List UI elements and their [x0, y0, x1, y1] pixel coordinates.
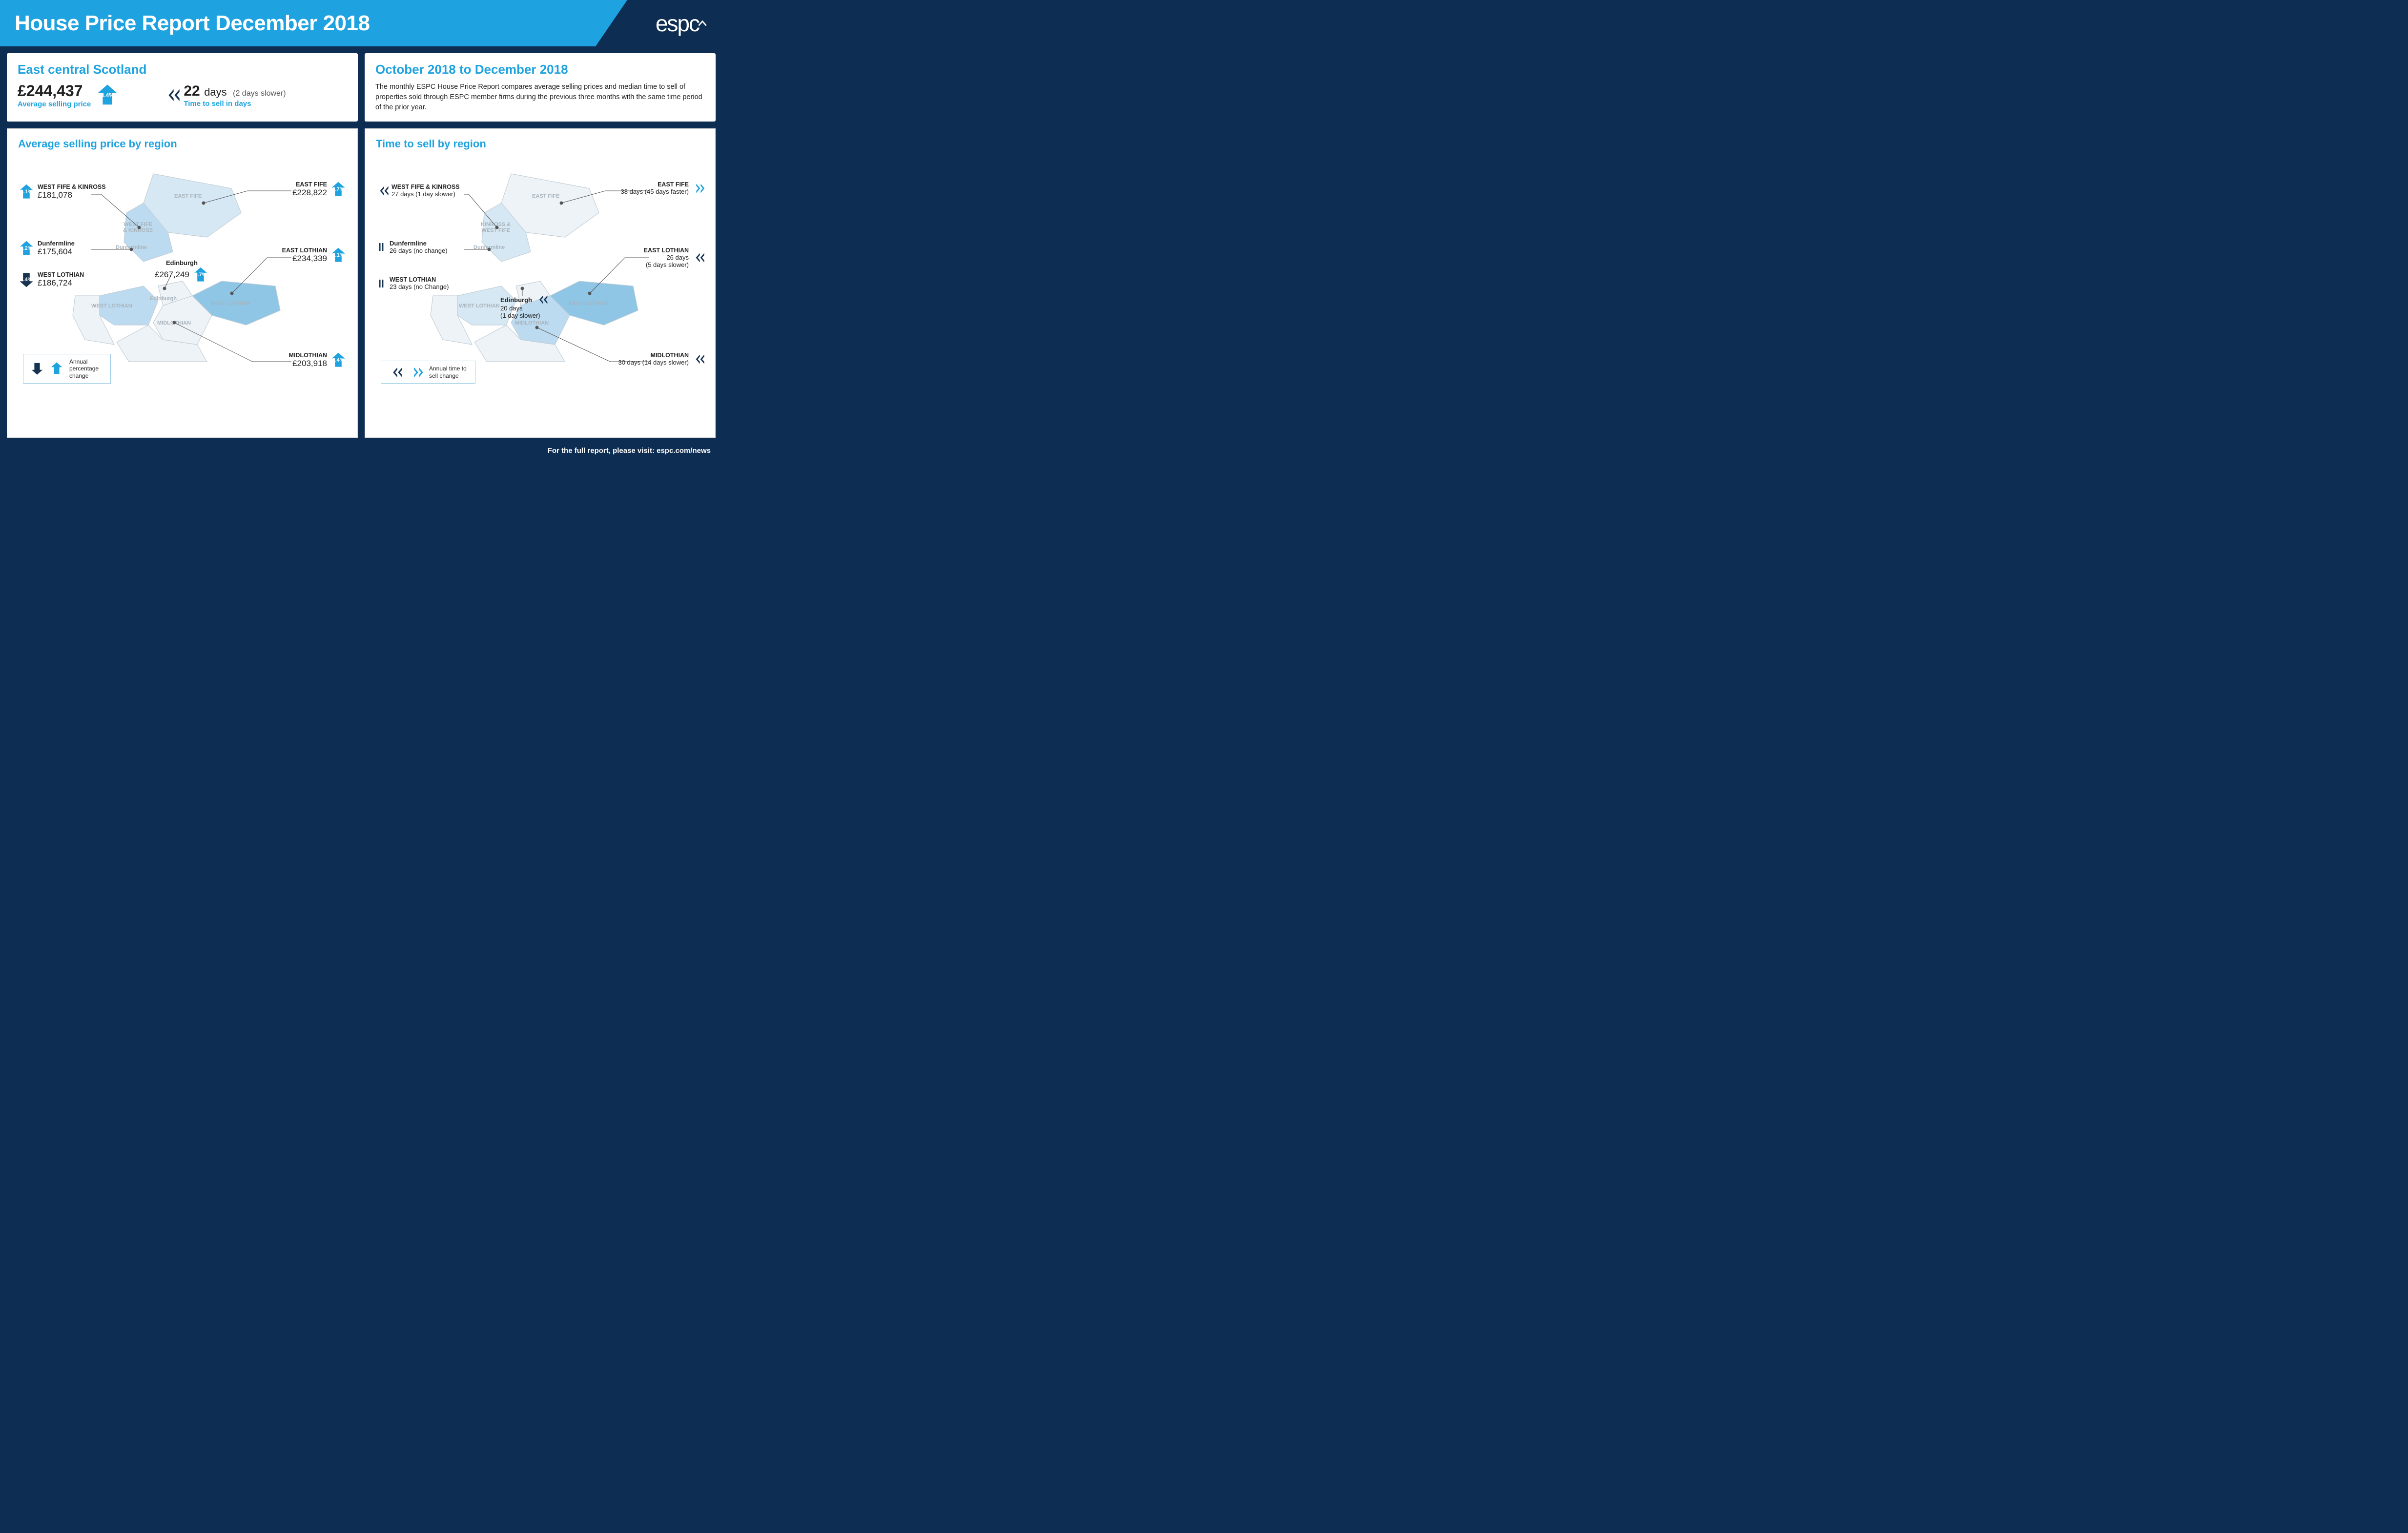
- brand-logo: espc: [656, 10, 708, 37]
- callout-time-wfife: WEST FIFE & KINROSS 27 days (1 day slowe…: [376, 184, 460, 198]
- slower-icon: [535, 295, 548, 305]
- time-map-area: EAST FIFE KINROSS & WEST FIFE Dunfermlin…: [376, 154, 704, 388]
- summary-pct-value: 4.4%: [101, 92, 114, 99]
- header-bar: House Price Report December 2018 espc: [0, 0, 722, 46]
- days-block: 22 days (2 days slower) Time to sell in …: [163, 83, 286, 108]
- slower-icon: [163, 88, 180, 102]
- summary-card: East central Scotland £244,437 Average s…: [7, 53, 358, 122]
- nochange-icon: [376, 242, 387, 252]
- price-map-panel: Average selling price by region: [7, 128, 358, 438]
- price-panel-title: Average selling price by region: [18, 138, 347, 150]
- footer-text: For the full report, please visit:: [548, 447, 657, 455]
- pct-arrow-ml: 5.4%: [330, 352, 347, 368]
- time-legend: Annual time to sell change: [381, 361, 475, 384]
- callout-time-dun: Dunfermline 26 days (no change): [376, 240, 448, 254]
- logo-wrap: espc: [596, 0, 722, 46]
- price-map-area: EAST FIFE WEST FIFE & KINROSS Dunfermlin…: [18, 154, 347, 388]
- days-unit: days: [204, 86, 226, 98]
- intro-card: October 2018 to December 2018 The monthl…: [365, 53, 716, 122]
- brand-caret-icon: [697, 18, 708, 29]
- callout-time-edi: Edinburgh 20 days (1 day slower): [500, 295, 548, 319]
- callout-east-fife: EAST FIFE £228,822 6.7%: [292, 181, 347, 198]
- intro-title: October 2018 to December 2018: [375, 62, 705, 77]
- pct-arrow-ef: 6.7%: [330, 181, 347, 198]
- summary-title: East central Scotland: [18, 62, 347, 77]
- slower-icon: [376, 185, 389, 196]
- callout-time-el: EAST LOTHIAN 26 days (5 days slower): [644, 247, 704, 268]
- time-legend-text: Annual time to sell change: [429, 365, 468, 379]
- avg-price-value: £244,437: [18, 82, 91, 100]
- slower-icon: [692, 252, 704, 263]
- footer: For the full report, please visit: espc.…: [7, 445, 716, 460]
- slower-icon: [692, 354, 704, 365]
- price-legend: Annual percentage change: [23, 354, 111, 384]
- arrow-down-icon: [30, 361, 44, 376]
- callout-west-fife: 9.1% WEST FIFE & KINROSS £181,078: [18, 184, 106, 200]
- content-grid: East central Scotland £244,437 Average s…: [0, 46, 722, 460]
- arrow-up-icon: [50, 361, 63, 376]
- callout-east-lothian: EAST LOTHIAN £234,339 7.1%: [282, 247, 347, 264]
- callout-time-ef: EAST FIFE 38 days (45 days faster): [621, 181, 704, 195]
- avg-price-label: Average selling price: [18, 100, 91, 108]
- callout-west-lothian: 4.4% WEST LOTHIAN £186,724: [18, 271, 84, 288]
- days-value: 22: [184, 83, 200, 99]
- page-title: House Price Report December 2018: [15, 11, 370, 36]
- pct-arrow-wl: 4.4%: [18, 271, 35, 288]
- pct-arrow-dun: 9.2%: [18, 240, 35, 257]
- callout-time-ml: MIDLOTHIAN 30 days (14 days slower): [618, 352, 704, 366]
- faster-icon: [409, 367, 423, 378]
- summary-body: £244,437 Average selling price 4.4%: [18, 82, 347, 108]
- summary-pct-arrow: 4.4%: [96, 83, 119, 107]
- faster-icon: [692, 183, 704, 194]
- days-line: 22 days (2 days slower): [184, 83, 286, 100]
- callout-time-wl: WEST LOTHIAN 23 days (no Change): [376, 276, 449, 290]
- price-block: £244,437 Average selling price 4.4%: [18, 82, 119, 108]
- brand-text: espc: [656, 10, 699, 37]
- days-note: (2 days slower): [233, 89, 286, 98]
- time-panel-title: Time to sell by region: [376, 138, 704, 150]
- pct-arrow-wfife: 9.1%: [18, 184, 35, 200]
- page: House Price Report December 2018 espc Ea…: [0, 0, 722, 460]
- pct-arrow-edi: 5.7%: [192, 266, 209, 283]
- callout-edinburgh: Edinburgh £267,249 5.7%: [155, 259, 209, 283]
- callout-midlothian: MIDLOTHIAN £203,918 5.4%: [289, 352, 347, 368]
- intro-body: The monthly ESPC House Price Report comp…: [375, 82, 705, 113]
- days-stack: 22 days (2 days slower) Time to sell in …: [184, 83, 286, 108]
- footer-link[interactable]: espc.com/news: [657, 447, 711, 455]
- pct-arrow-el: 7.1%: [330, 247, 347, 264]
- time-map-panel: Time to sell by region EAST FIFE: [365, 128, 716, 438]
- days-label: Time to sell in days: [184, 100, 286, 108]
- nochange-icon: [376, 278, 387, 289]
- price-stack: £244,437 Average selling price: [18, 82, 91, 108]
- price-legend-text: Annual percentage change: [69, 358, 103, 379]
- callout-dunfermline: 9.2% Dunfermline £175,604: [18, 240, 75, 257]
- slower-icon: [388, 367, 403, 378]
